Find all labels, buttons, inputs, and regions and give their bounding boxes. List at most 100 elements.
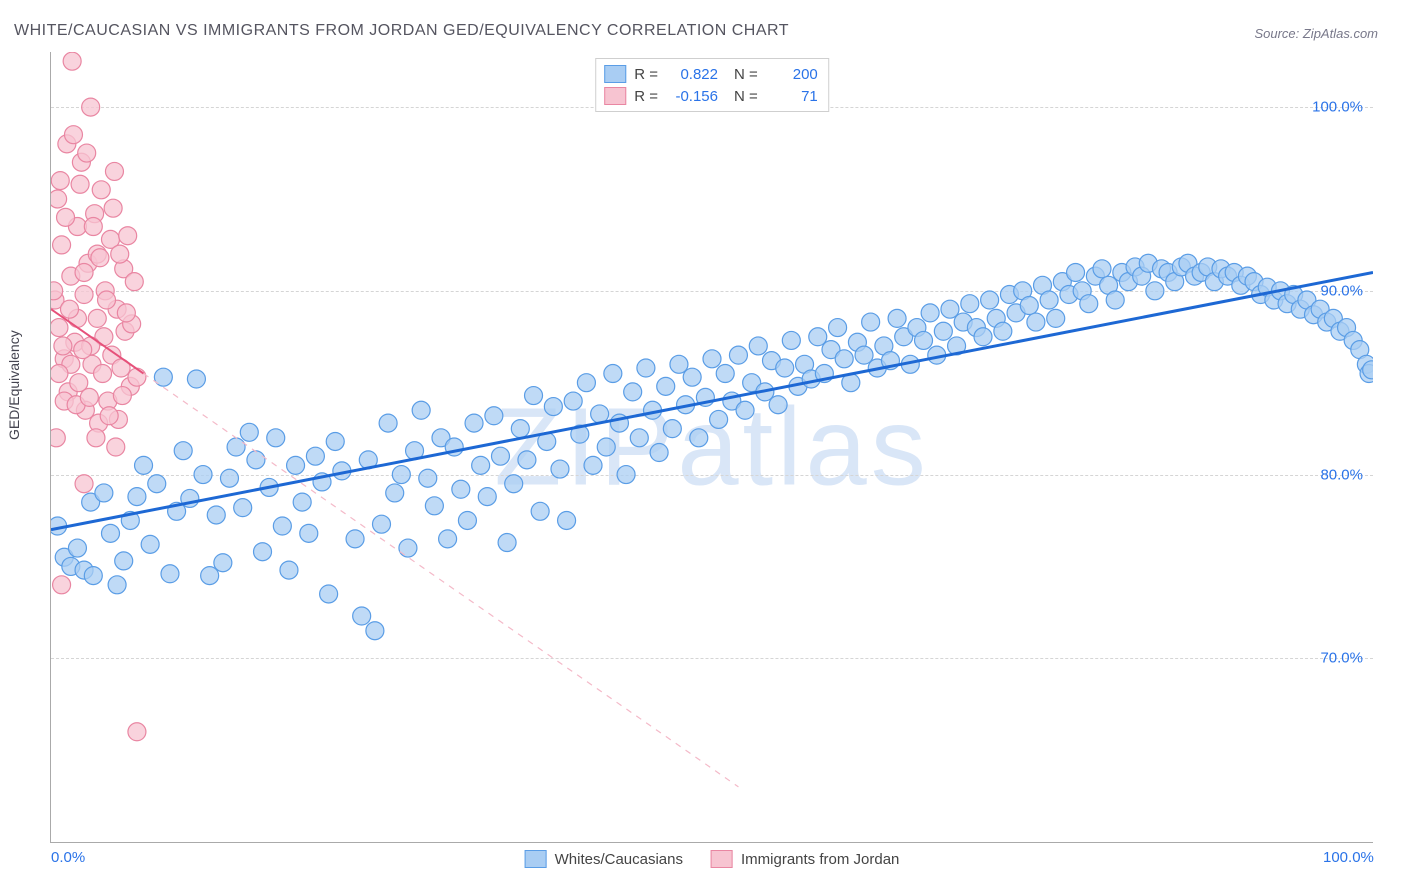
series-legend-label: Whites/Caucasians bbox=[555, 851, 683, 868]
pink-point bbox=[75, 263, 93, 281]
legend-row: R =-0.156N =71 bbox=[604, 85, 818, 107]
pink-point bbox=[105, 162, 123, 180]
blue-point bbox=[703, 350, 721, 368]
pink-point bbox=[80, 388, 98, 406]
legend-r-label: R = bbox=[634, 66, 658, 83]
blue-point bbox=[254, 543, 272, 561]
blue-point bbox=[736, 401, 754, 419]
blue-point bbox=[141, 535, 159, 553]
series-legend-item: Whites/Caucasians bbox=[525, 850, 683, 868]
pink-point bbox=[87, 429, 105, 447]
blue-point bbox=[1093, 260, 1111, 278]
blue-point bbox=[564, 392, 582, 410]
blue-point bbox=[862, 313, 880, 331]
pink-point bbox=[128, 368, 146, 386]
legend-swatch bbox=[711, 850, 733, 868]
blue-point bbox=[478, 488, 496, 506]
blue-point bbox=[1040, 291, 1058, 309]
scatter-svg bbox=[51, 52, 1373, 842]
blue-point bbox=[624, 383, 642, 401]
blue-point bbox=[584, 456, 602, 474]
legend-n-value: 71 bbox=[766, 88, 818, 105]
legend-r-value: -0.156 bbox=[666, 88, 718, 105]
pink-point bbox=[104, 199, 122, 217]
legend-n-value: 200 bbox=[766, 66, 818, 83]
pink-point bbox=[111, 245, 129, 263]
blue-point bbox=[921, 304, 939, 322]
blue-point bbox=[187, 370, 205, 388]
legend-n-label: N = bbox=[734, 66, 758, 83]
blue-point bbox=[961, 295, 979, 313]
pink-point bbox=[128, 723, 146, 741]
blue-point bbox=[84, 567, 102, 585]
blue-point bbox=[472, 456, 490, 474]
blue-point bbox=[220, 469, 238, 487]
blue-point bbox=[650, 444, 668, 462]
blue-point bbox=[214, 554, 232, 572]
blue-point bbox=[240, 423, 258, 441]
blue-point bbox=[511, 420, 529, 438]
blue-point bbox=[1067, 263, 1085, 281]
blue-point bbox=[207, 506, 225, 524]
blue-point bbox=[267, 429, 285, 447]
blue-point bbox=[710, 410, 728, 428]
pink-point bbox=[75, 475, 93, 493]
pink-point bbox=[51, 319, 68, 337]
blue-point bbox=[577, 374, 595, 392]
y-axis-label: GED/Equivalency bbox=[6, 330, 22, 440]
trend-line bbox=[51, 272, 1373, 529]
blue-point bbox=[68, 539, 86, 557]
pink-point bbox=[113, 387, 131, 405]
pink-point bbox=[82, 98, 100, 116]
blue-point bbox=[835, 350, 853, 368]
legend-row: R =0.822N =200 bbox=[604, 63, 818, 85]
pink-point bbox=[51, 190, 67, 208]
pink-point bbox=[84, 218, 102, 236]
blue-point bbox=[597, 438, 615, 456]
blue-point bbox=[776, 359, 794, 377]
blue-point bbox=[234, 499, 252, 517]
blue-point bbox=[769, 396, 787, 414]
blue-point bbox=[161, 565, 179, 583]
blue-point bbox=[829, 319, 847, 337]
blue-point bbox=[373, 515, 391, 533]
blue-point bbox=[366, 622, 384, 640]
blue-point bbox=[300, 524, 318, 542]
blue-point bbox=[293, 493, 311, 511]
series-legend-label: Immigrants from Jordan bbox=[741, 851, 899, 868]
source-attribution: Source: ZipAtlas.com bbox=[1254, 26, 1378, 41]
series-legend-item: Immigrants from Jordan bbox=[711, 850, 899, 868]
blue-point bbox=[399, 539, 417, 557]
plot-area: ZIPatlas 70.0%80.0%90.0%100.0% 0.0%100.0… bbox=[50, 52, 1373, 843]
blue-point bbox=[128, 488, 146, 506]
pink-point bbox=[100, 407, 118, 425]
pink-point bbox=[125, 273, 143, 291]
pink-point bbox=[91, 249, 109, 267]
blue-point bbox=[419, 469, 437, 487]
legend-swatch bbox=[604, 65, 626, 83]
pink-point bbox=[74, 341, 92, 359]
blue-point bbox=[280, 561, 298, 579]
blue-point bbox=[485, 407, 503, 425]
pink-point bbox=[54, 337, 72, 355]
chart-title: WHITE/CAUCASIAN VS IMMIGRANTS FROM JORDA… bbox=[14, 22, 789, 40]
blue-point bbox=[287, 456, 305, 474]
blue-point bbox=[683, 368, 701, 386]
blue-point bbox=[888, 309, 906, 327]
blue-point bbox=[994, 322, 1012, 340]
blue-point bbox=[729, 346, 747, 364]
blue-point bbox=[782, 331, 800, 349]
blue-point bbox=[974, 328, 992, 346]
series-legend: Whites/Caucasians Immigrants from Jordan bbox=[525, 850, 900, 868]
blue-point bbox=[458, 511, 476, 529]
blue-point bbox=[637, 359, 655, 377]
blue-point bbox=[518, 451, 536, 469]
pink-point bbox=[88, 309, 106, 327]
blue-point bbox=[194, 466, 212, 484]
pink-point bbox=[53, 576, 71, 594]
pink-point bbox=[75, 286, 93, 304]
legend-r-label: R = bbox=[634, 88, 658, 105]
blue-point bbox=[227, 438, 245, 456]
blue-point bbox=[101, 524, 119, 542]
blue-point bbox=[95, 484, 113, 502]
